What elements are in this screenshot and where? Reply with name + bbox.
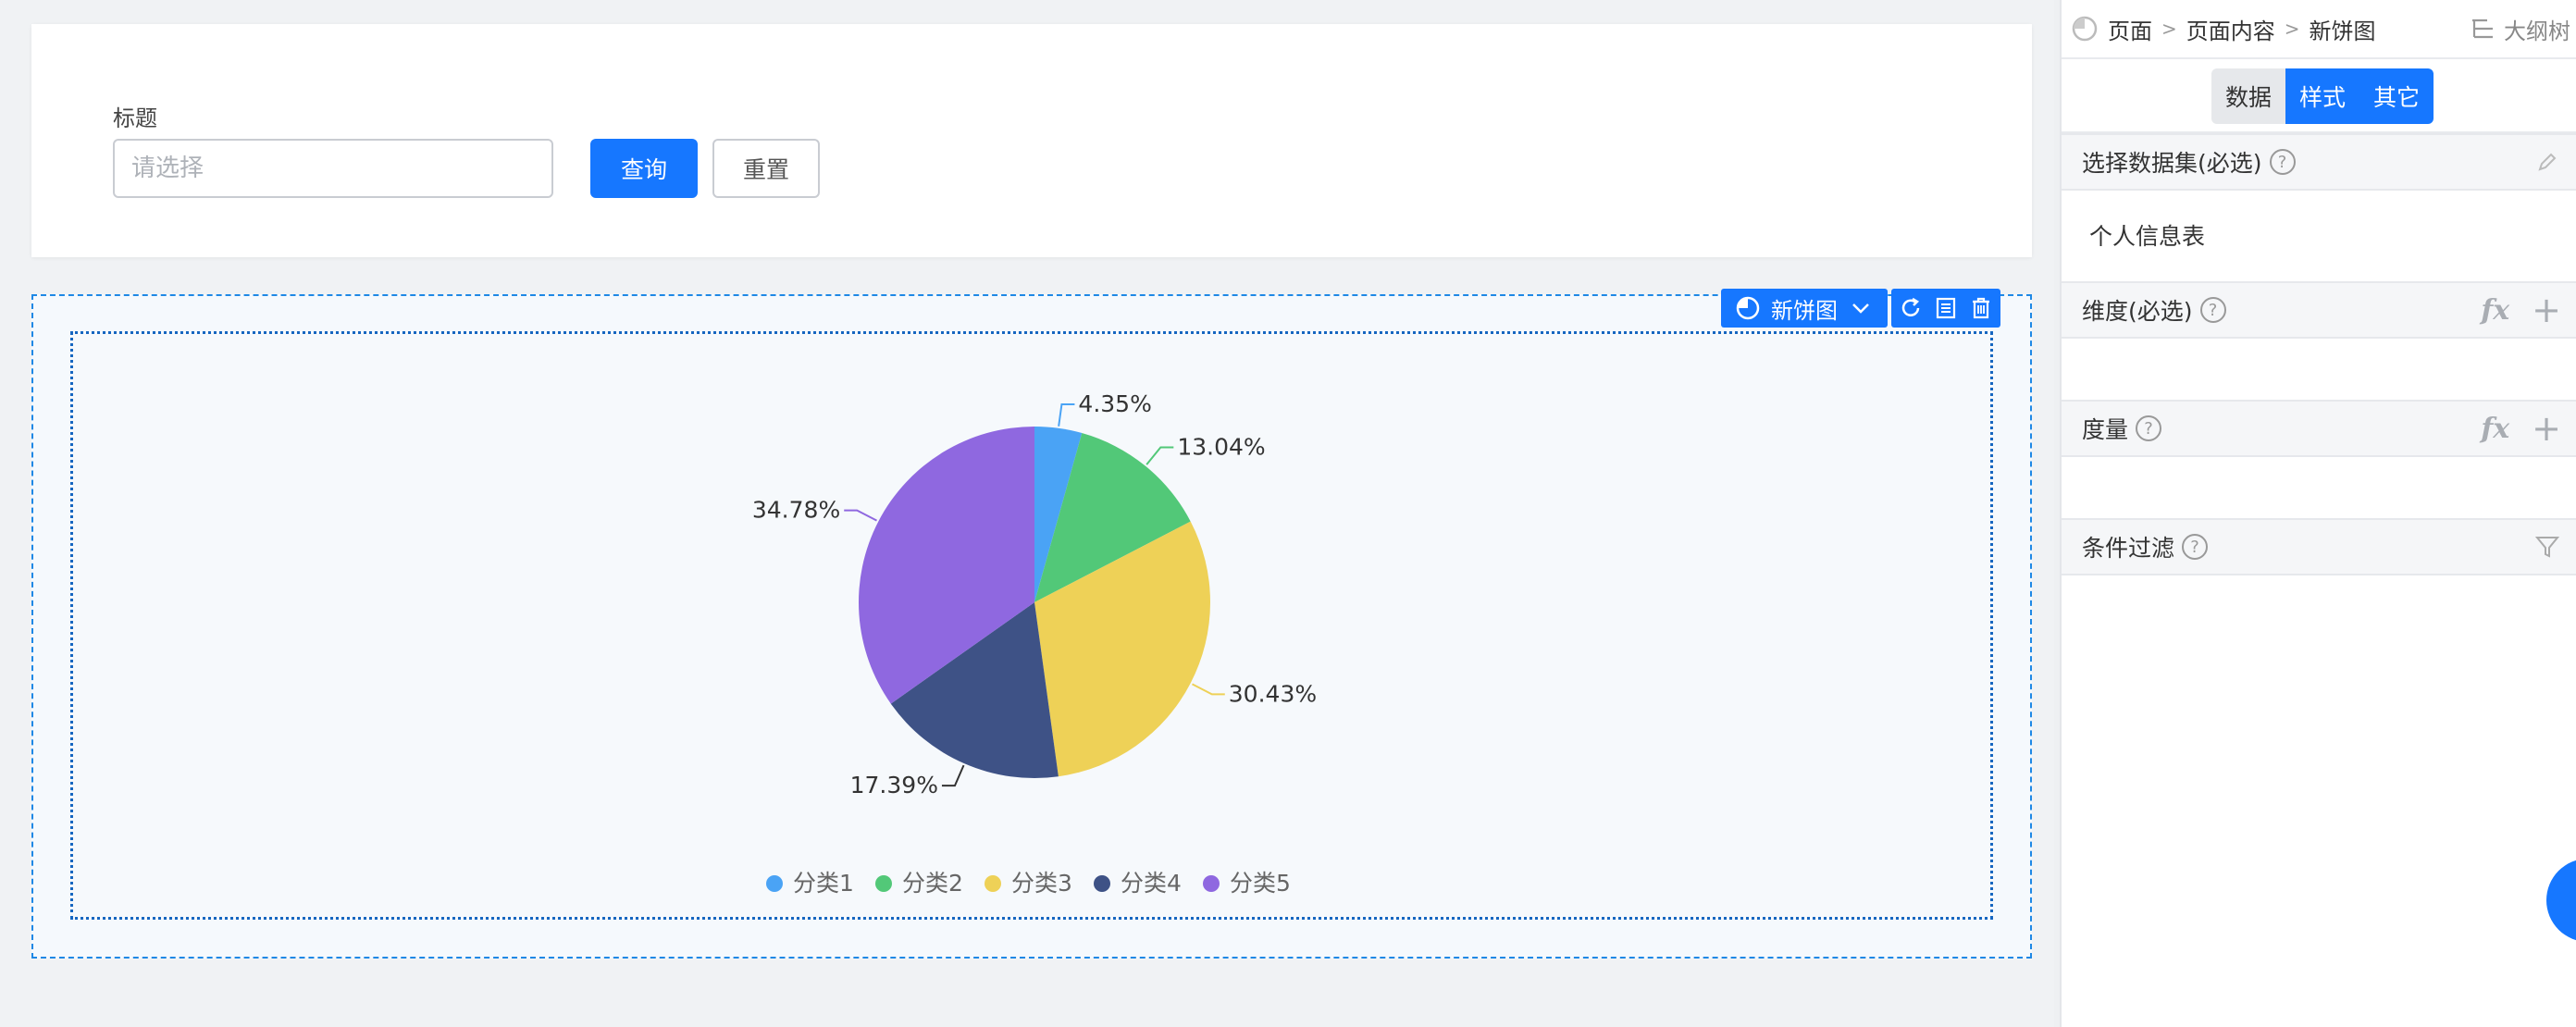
help-icon[interactable]: ? [2199, 297, 2226, 323]
dataset-section-title: 选择数据集(必选) [2082, 150, 2262, 177]
filter-section-title: 条件过滤 [2082, 535, 2175, 562]
filter-title-label: 标题 [113, 105, 157, 131]
help-icon[interactable]: ? [2182, 534, 2209, 560]
pie-slice-4[interactable] [890, 602, 1059, 778]
legend-label-3[interactable]: 分类3 [1011, 870, 1072, 897]
formula-icon[interactable]: fx [2481, 412, 2510, 445]
chevron-down-icon[interactable] [1847, 294, 1875, 322]
dimension-section-title: 维度(必选) [2082, 298, 2193, 325]
dimension-section-header: 维度(必选) ? fx + [2062, 281, 2576, 339]
panel-tabs-bar: 数据 样式 其它 [2062, 57, 2576, 133]
legend-label-5[interactable]: 分类5 [1230, 870, 1291, 897]
pie-label-line-4 [941, 764, 965, 787]
add-icon[interactable]: + [2532, 290, 2561, 330]
legend-label-1[interactable]: 分类1 [793, 870, 854, 897]
help-icon[interactable]: ? [2136, 415, 2162, 441]
pie-data-label-5: 34.78% [752, 497, 840, 524]
pie-label-line-3 [1192, 683, 1225, 696]
measure-section-title: 度量 [2082, 416, 2129, 443]
outline-tree-button[interactable]: 大纲树 [2469, 0, 2570, 57]
add-icon[interactable]: + [2532, 408, 2561, 449]
filter-section-header: 条件过滤 ? [2062, 518, 2576, 575]
query-button[interactable]: 查询 [590, 139, 698, 198]
pie-label-line-2 [1146, 446, 1174, 465]
legend-label-2[interactable]: 分类2 [902, 870, 963, 897]
pie-slice-2[interactable] [1034, 433, 1191, 602]
reset-button[interactable]: 重置 [712, 139, 820, 198]
legend-marker-2[interactable] [875, 875, 892, 892]
breadcrumb-separator: > [2161, 18, 2177, 40]
tab-data[interactable]: 数据 [2211, 68, 2285, 124]
tab-style[interactable]: 样式 [2285, 68, 2359, 124]
legend-marker-5[interactable] [1203, 875, 1220, 892]
measure-section-header: 度量 ? fx + [2062, 400, 2576, 457]
outline-tree-icon [2469, 15, 2496, 43]
dataset-value[interactable]: 个人信息表 [2089, 223, 2206, 250]
panel-tabs: 数据 样式 其它 [2211, 68, 2434, 124]
legend-marker-3[interactable] [985, 875, 1001, 892]
pie-slice-3[interactable] [1034, 521, 1210, 777]
pie-data-label-1: 4.35% [1078, 390, 1151, 417]
help-icon[interactable]: ? [2269, 149, 2296, 175]
canvas-area: 标题 查询 重置 4.35% 13.04% 30.43% 17.39% 34.78% 分类… [31, 24, 2032, 959]
pie-data-label-3: 30.43% [1229, 680, 1317, 707]
component-toolbar: 新饼图 [1721, 289, 2000, 328]
title-select-input[interactable] [113, 139, 553, 198]
pie-slice-1[interactable] [1034, 427, 1083, 602]
breadcrumb-item-page[interactable]: 页面 [2108, 18, 2152, 44]
edit-icon[interactable] [2533, 148, 2561, 176]
breadcrumb-item-page-content[interactable]: 页面内容 [2186, 18, 2275, 44]
pie-chart: 4.35% 13.04% 30.43% 17.39% 34.78% 分类1 分类2 分类3 分类… [752, 390, 1317, 897]
pie-label-line-5 [844, 509, 877, 522]
component-actions [1891, 289, 2000, 328]
breadcrumb: 页面 > 页面内容 > 新饼图 [2071, 0, 2376, 57]
legend-marker-4[interactable] [1094, 875, 1110, 892]
pie-chart-icon [2071, 15, 2099, 43]
data-table-icon[interactable] [1932, 294, 1960, 322]
pie-label-line-1 [1058, 403, 1075, 427]
component-name: 新饼图 [1771, 297, 1838, 324]
chart-component-frame[interactable]: 4.35% 13.04% 30.43% 17.39% 34.78% 分类1 分类2 分类3 分类… [31, 294, 2032, 959]
properties-panel: 页面 > 页面内容 > 新饼图 大纲树 数据 样式 其它 选择数据集(必选) ?… [2060, 0, 2576, 1027]
tab-other[interactable]: 其它 [2359, 68, 2434, 124]
pie-data-label-2: 13.04% [1177, 433, 1265, 460]
dataset-section-header: 选择数据集(必选) ? [2062, 133, 2576, 191]
trash-icon[interactable] [1967, 294, 1995, 322]
component-name-tag[interactable]: 新饼图 [1721, 289, 1888, 328]
formula-icon[interactable]: fx [2481, 293, 2510, 327]
breadcrumb-item-current: 新饼图 [2309, 18, 2376, 44]
legend-marker-1[interactable] [766, 875, 783, 892]
breadcrumb-separator: > [2284, 18, 2300, 40]
outline-tree-label: 大纲树 [2504, 18, 2570, 44]
legend-label-4[interactable]: 分类4 [1121, 870, 1182, 897]
pie-chart-container: 4.35% 13.04% 30.43% 17.39% 34.78% 分类1 分类2 分类3 分类… [70, 331, 1993, 920]
pie-slice-5[interactable] [858, 427, 1034, 704]
pie-data-label-4: 17.39% [850, 772, 938, 798]
pie-chart-icon [1734, 294, 1762, 322]
filter-icon[interactable] [2533, 533, 2561, 561]
refresh-icon[interactable] [1897, 294, 1925, 322]
